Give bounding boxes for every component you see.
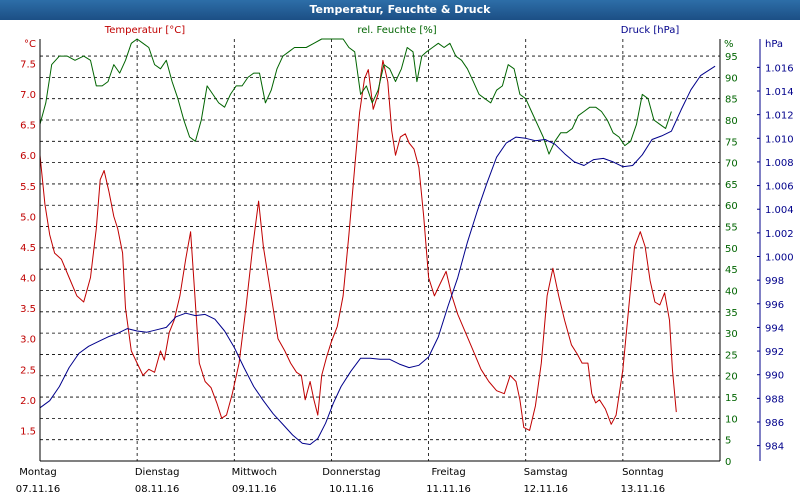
- x-tick-label-day: Sonntag: [622, 467, 664, 478]
- x-tick-label-date: 12.11.16: [523, 484, 568, 495]
- x-tick-label-day: Freitag: [431, 467, 465, 478]
- humidity-tick-label: 95: [725, 52, 738, 63]
- pressure-tick-label: 1.002: [765, 229, 794, 240]
- x-tick-label-date: 09.11.16: [232, 484, 277, 495]
- humidity-tick-label: 25: [725, 350, 738, 361]
- humidity-tick-label: 35: [725, 308, 738, 319]
- temperature-tick-label: 3.0: [20, 335, 36, 346]
- temperature-tick-label: 2.5: [20, 365, 36, 376]
- pressure-tick-label: 1.006: [765, 182, 794, 193]
- humidity-tick-label: 5: [725, 436, 731, 447]
- temperature-tick-label: 4.0: [20, 274, 36, 285]
- humidity-tick-label: 80: [725, 116, 738, 127]
- temperature-axis-title: Temperatur [°C]: [104, 25, 185, 36]
- grid: [40, 39, 720, 461]
- pressure-tick-label: 1.000: [765, 253, 794, 264]
- x-tick-label-date: 13.11.16: [621, 484, 666, 495]
- humidity-tick-label: 30: [725, 329, 738, 340]
- humidity-tick-label: 45: [725, 265, 738, 276]
- temperature-tick-label: 5.5: [20, 182, 36, 193]
- pressure-tick-label: 996: [765, 300, 784, 311]
- humidity-tick-label: 60: [725, 201, 738, 212]
- pressure-tick-label: 986: [765, 418, 784, 429]
- temperature-tick-label: 3.5: [20, 304, 36, 315]
- x-tick-label-day: Montag: [19, 467, 56, 478]
- x-tick-label-day: Mittwoch: [232, 467, 277, 478]
- series-line-pressure: [39, 65, 716, 445]
- series-line-temperature: [39, 59, 677, 431]
- pressure-tick-label: 1.012: [765, 111, 794, 122]
- pressure-tick-label: 990: [765, 371, 784, 382]
- x-tick-label-day: Donnerstag: [322, 467, 380, 478]
- chart-title: Temperatur, Feuchte & Druck: [0, 0, 800, 20]
- pressure-tick-label: 1.016: [765, 63, 794, 74]
- temperature-tick-label: 1.5: [20, 426, 36, 437]
- pressure-tick-label: 1.014: [765, 87, 794, 98]
- pressure-tick-label: 994: [765, 323, 784, 334]
- temperature-tick-label: 7.5: [20, 59, 36, 70]
- temperature-tick-label: 5.0: [20, 212, 36, 223]
- humidity-tick-label: 85: [725, 95, 738, 106]
- series-layer: [39, 38, 716, 445]
- temperature-unit-label: °C: [24, 39, 36, 50]
- temperature-tick-label: 6.5: [20, 121, 36, 132]
- humidity-tick-label: 70: [725, 159, 738, 170]
- humidity-tick-label: 90: [725, 73, 738, 84]
- humidity-tick-label: 65: [725, 180, 738, 191]
- pressure-tick-label: 1.008: [765, 158, 794, 169]
- pressure-tick-label: 1.010: [765, 134, 794, 145]
- pressure-tick-label: 992: [765, 347, 784, 358]
- series-line-humidity: [39, 38, 672, 155]
- humidity-axis-title: rel. Feuchte [%]: [357, 25, 436, 36]
- x-tick-label-day: Samstag: [524, 467, 568, 478]
- pressure-axis-title: Druck [hPa]: [621, 25, 680, 36]
- temperature-tick-label: 2.0: [20, 396, 36, 407]
- x-tick-label-date: 08.11.16: [135, 484, 180, 495]
- humidity-tick-label: 15: [725, 393, 738, 404]
- x-tick-label-date: 10.11.16: [329, 484, 374, 495]
- pressure-tick-label: 984: [765, 442, 784, 453]
- humidity-tick-label: 20: [725, 372, 738, 383]
- x-tick-label-day: Dienstag: [135, 467, 180, 478]
- humidity-tick-label: 50: [725, 244, 738, 255]
- humidity-tick-label: 75: [725, 137, 738, 148]
- temperature-tick-label: 6.0: [20, 151, 36, 162]
- humidity-tick-label: 0: [725, 457, 731, 468]
- chart-svg: 1.5 2.0 2.5 3.0 3.5 4.0 4.5 5.0 5.5 6.0 6.5 7.0 7.5 0…: [16, 25, 794, 495]
- temperature-tick-label: 7.0: [20, 90, 36, 101]
- humidity-tick-label: 55: [725, 223, 738, 234]
- pressure-tick-label: 988: [765, 394, 784, 405]
- humidity-unit-label: %: [724, 39, 734, 50]
- humidity-tick-label: 40: [725, 286, 738, 297]
- x-tick-label-date: 11.11.16: [426, 484, 471, 495]
- x-tick-label-date: 07.11.16: [16, 484, 61, 495]
- pressure-unit-label: hPa: [765, 39, 783, 50]
- temperature-tick-label: 4.5: [20, 243, 36, 254]
- axes: 1.5 2.0 2.5 3.0 3.5 4.0 4.5 5.0 5.5 6.0 6.5 7.0 7.5 0…: [16, 25, 794, 495]
- pressure-tick-label: 1.004: [765, 205, 794, 216]
- pressure-tick-label: 998: [765, 276, 784, 287]
- humidity-tick-label: 10: [725, 414, 738, 425]
